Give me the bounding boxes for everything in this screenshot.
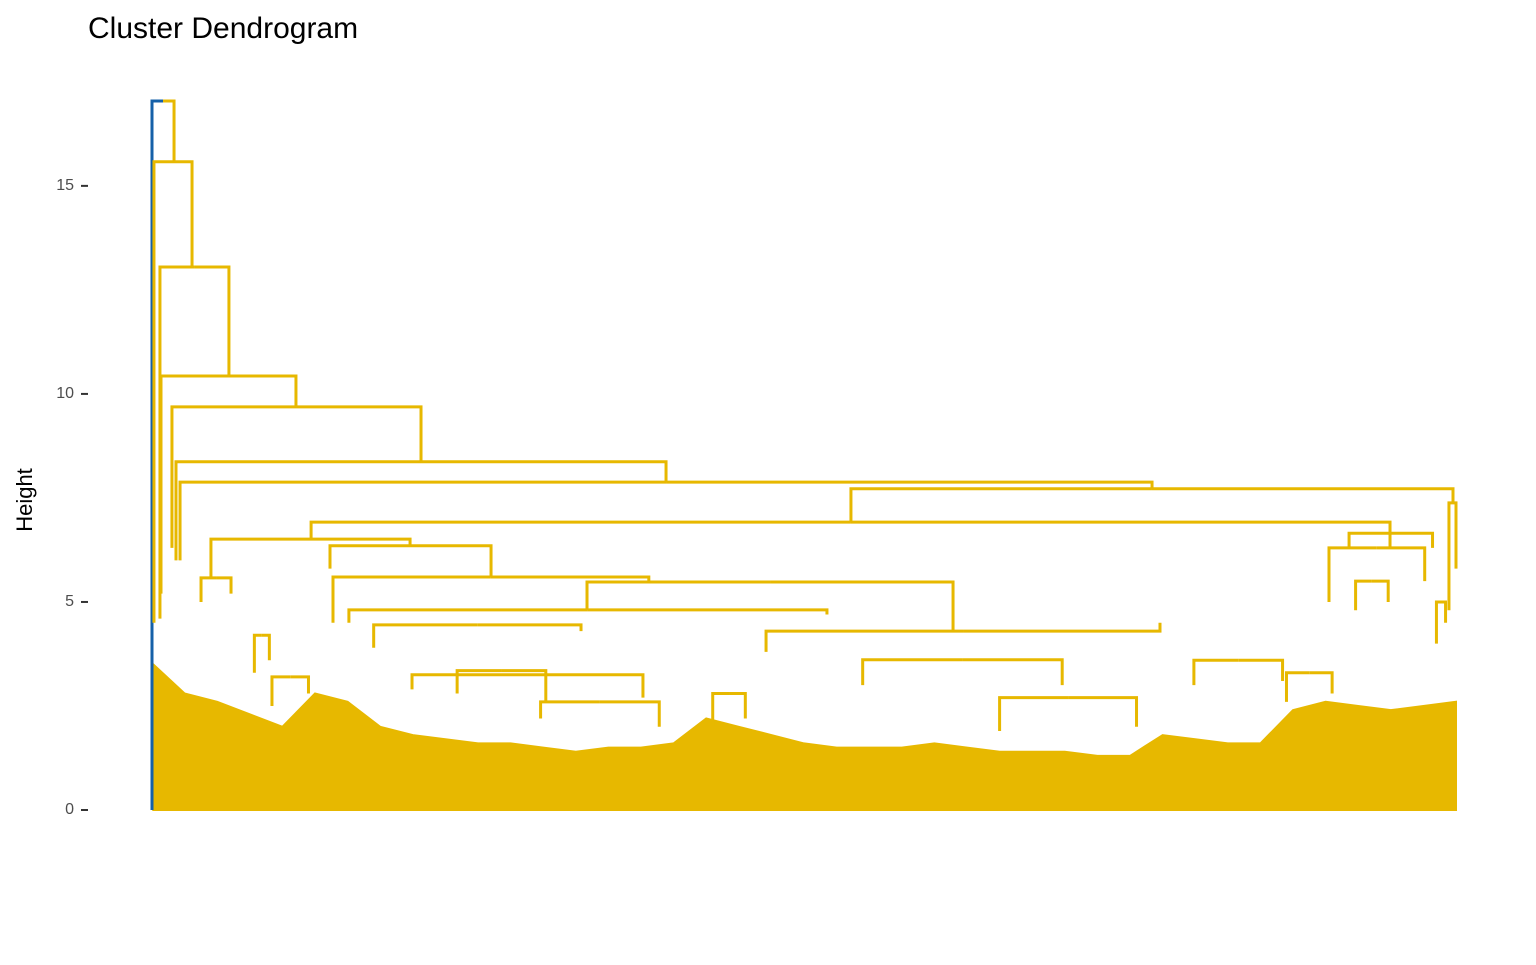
branch-left	[861, 658, 963, 686]
branch-right	[490, 575, 651, 582]
branch-right	[1452, 501, 1458, 569]
branch-left	[372, 623, 478, 648]
branch-right	[228, 374, 298, 407]
y-tick-label: 10	[56, 385, 74, 402]
branch-right	[850, 520, 1392, 548]
branch-left	[585, 580, 771, 610]
branch-left	[158, 265, 195, 619]
y-tick-label: 0	[65, 801, 74, 818]
branch-left	[170, 405, 297, 548]
branch-right	[1238, 658, 1285, 682]
branch-left	[252, 633, 262, 673]
branch-left	[270, 675, 291, 706]
branch-right	[477, 623, 583, 632]
branch-left	[849, 487, 1152, 523]
branch-left	[178, 480, 667, 561]
branch-right	[310, 537, 412, 546]
branch-left	[455, 669, 502, 694]
chart-title: Cluster Dendrogram	[88, 12, 358, 45]
branch-right	[163, 99, 176, 162]
y-tick-label: 15	[56, 177, 74, 194]
branch-right	[172, 160, 194, 268]
branch-left	[309, 520, 851, 540]
y-axis-label: Height	[12, 468, 37, 532]
branch-right	[290, 675, 310, 694]
branch-left	[150, 99, 164, 810]
branch-right	[963, 622, 1162, 633]
branch-left	[711, 691, 730, 727]
branch-right	[501, 669, 548, 702]
branch-left	[174, 460, 422, 561]
branch-right	[527, 673, 645, 698]
branch-left	[331, 575, 491, 623]
branch-right	[1371, 579, 1390, 602]
branch-right	[1309, 671, 1334, 694]
branch-left	[328, 544, 411, 569]
branch-right	[216, 576, 233, 594]
branch-left	[764, 629, 964, 652]
branch-right	[1441, 600, 1448, 623]
branch-left	[1447, 501, 1453, 611]
branch-left	[209, 537, 311, 578]
dense-branches	[152, 662, 1457, 811]
branch-left	[1347, 531, 1391, 548]
branch-left	[410, 673, 528, 690]
branch-right	[410, 544, 493, 577]
branch-right	[599, 700, 661, 727]
branch-left	[347, 608, 588, 623]
branch-right	[1376, 546, 1427, 582]
branch-left	[1434, 600, 1441, 644]
branch-right	[296, 405, 423, 462]
branch-right	[770, 580, 955, 632]
branch-left	[199, 576, 217, 602]
branch-right	[729, 691, 747, 719]
branch-left	[159, 374, 229, 594]
branch-left	[539, 700, 600, 719]
branch-right	[962, 658, 1064, 686]
branch-left	[1284, 671, 1310, 702]
branch-left	[1192, 658, 1239, 686]
branch-right	[194, 265, 231, 377]
branch-right	[666, 480, 1154, 489]
y-tick-label: 5	[65, 593, 74, 610]
branch-left	[998, 696, 1069, 731]
branch-right	[587, 608, 829, 615]
branch-right	[1390, 531, 1435, 548]
branch-left	[1354, 579, 1372, 611]
branch-right	[421, 460, 668, 483]
branch-left	[1327, 546, 1377, 602]
branch-right	[1151, 487, 1455, 503]
branch-left	[152, 160, 173, 623]
branch-right	[261, 633, 271, 661]
branch-right	[1068, 696, 1139, 727]
